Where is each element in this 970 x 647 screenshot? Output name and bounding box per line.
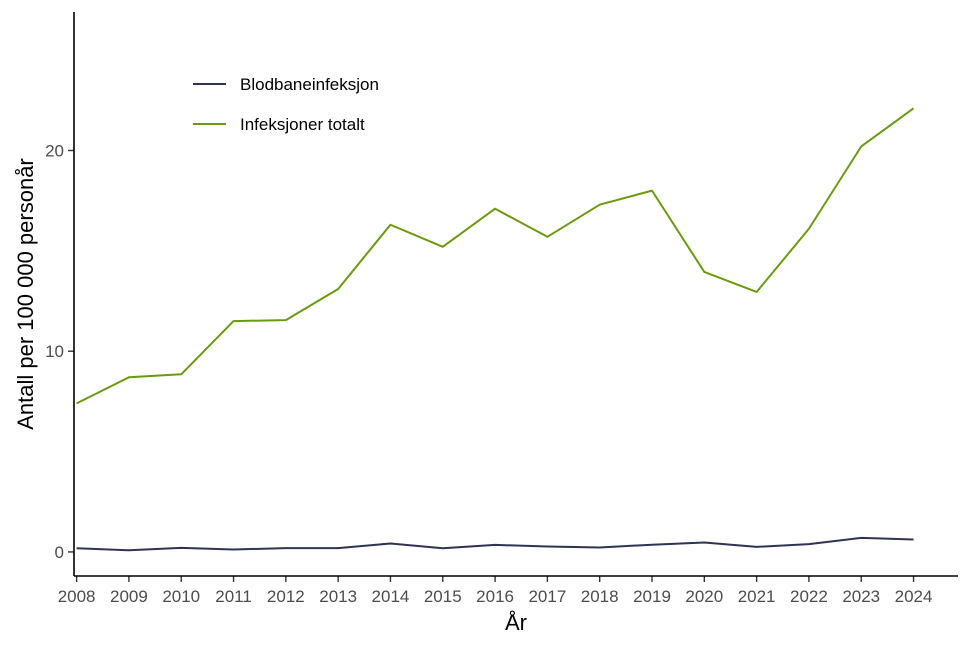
x-tick-label: 2014 (372, 587, 410, 606)
x-tick-label: 2023 (842, 587, 880, 606)
y-axis-ticks: 0 10 20 (45, 141, 74, 562)
series-line-blodbaneinfeksjon (76, 536, 914, 552)
x-tick-label: 2019 (633, 587, 671, 606)
x-tick-label: 2017 (528, 587, 566, 606)
x-axis-title: År (505, 610, 527, 635)
x-tick-label: 2013 (319, 587, 357, 606)
x-tick-label: 2008 (58, 587, 96, 606)
y-tick-label: 10 (45, 342, 64, 361)
legend: Blodbaneinfeksjon Infeksjoner totalt (193, 75, 379, 134)
y-tick-label: 20 (45, 141, 64, 160)
x-tick-label: 2022 (790, 587, 828, 606)
legend-label-blodbaneinfeksjon: Blodbaneinfeksjon (240, 75, 379, 94)
series-line-infeksjoner-totalt (76, 107, 915, 405)
y-tick-label: 0 (55, 543, 64, 562)
x-tick-label: 2020 (685, 587, 723, 606)
legend-label-infeksjoner-totalt: Infeksjoner totalt (240, 115, 365, 134)
x-tick-label: 2009 (110, 587, 148, 606)
x-tick-label: 2018 (581, 587, 619, 606)
x-tick-label: 2010 (162, 587, 200, 606)
x-tick-label: 2011 (215, 587, 252, 606)
series-lines (76, 107, 915, 552)
x-tick-label: 2021 (738, 587, 776, 606)
y-axis-title: Antall per 100 000 personår (13, 158, 38, 430)
x-tick-label: 2016 (476, 587, 514, 606)
x-tick-label: 2015 (424, 587, 462, 606)
x-axis-ticks: 2008 2009 2010 2011 2012 2013 2014 2015 2016 2017… (58, 576, 933, 606)
x-tick-label: 2024 (895, 587, 933, 606)
x-tick-label: 2012 (267, 587, 305, 606)
